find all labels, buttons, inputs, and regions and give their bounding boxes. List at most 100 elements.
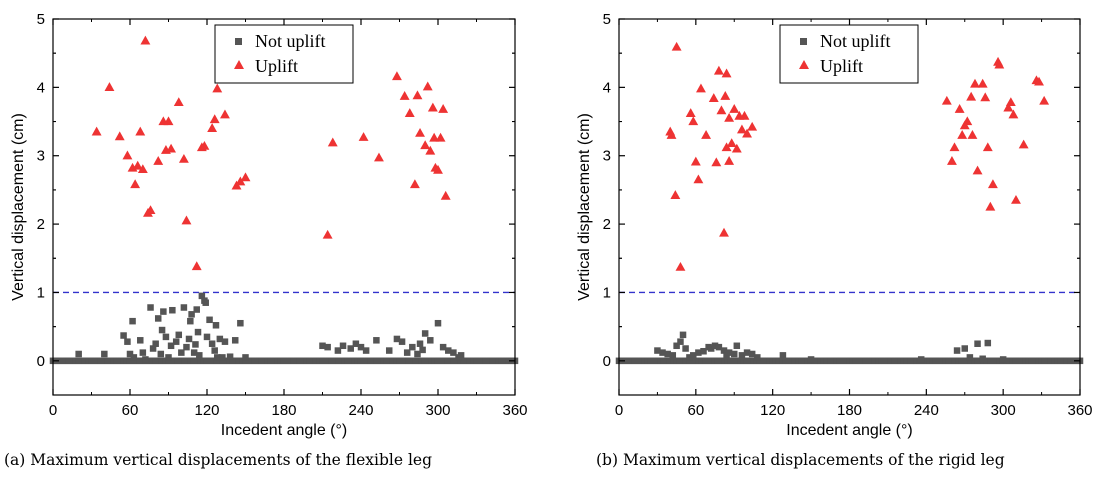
not-uplift-point [445, 347, 452, 354]
not-uplift-point [403, 349, 411, 356]
uplift-point [235, 176, 246, 186]
not-uplift-point [457, 352, 465, 359]
not-uplift-point [147, 304, 154, 311]
uplift-point [708, 93, 719, 102]
not-uplift-point [427, 337, 434, 344]
not-uplift-point [715, 343, 723, 351]
not-uplift-point [961, 345, 968, 352]
uplift-point [1034, 76, 1044, 86]
y-axis-label: Vertical displacement (cm) [10, 113, 27, 301]
not-uplift-point [188, 311, 195, 318]
legend-label-uplift: Uplift [820, 56, 863, 76]
uplift-point [666, 130, 677, 139]
uplift-point [181, 215, 192, 225]
uplift-point [409, 179, 420, 189]
not-uplift-point [779, 352, 787, 359]
not-uplift-point [373, 337, 380, 344]
x-tick-label: 240 [348, 402, 373, 419]
y-tick-label: 4 [37, 79, 45, 96]
not-uplift-point [231, 337, 239, 344]
uplift-point [701, 130, 712, 139]
x-tick-label: 180 [271, 402, 296, 419]
not-uplift-point [385, 347, 393, 354]
not-uplift-point [414, 350, 421, 358]
uplift-point [675, 261, 686, 271]
uplift-point [415, 127, 425, 137]
x-tick-label: 0 [615, 402, 623, 419]
uplift-point [145, 205, 156, 215]
not-uplift-point [682, 345, 689, 352]
uplift-point [977, 78, 988, 88]
not-uplift-point [180, 304, 188, 311]
uplift-point [720, 91, 731, 100]
uplift-point [322, 229, 333, 239]
y-tick-label: 4 [603, 79, 611, 96]
uplift-point [404, 108, 415, 117]
not-uplift-point [139, 349, 147, 356]
not-uplift-point [917, 356, 925, 363]
x-axis-label: Incedent angle (°) [786, 422, 912, 439]
legend-square-icon [800, 38, 807, 45]
y-tick-label: 1 [603, 284, 611, 301]
uplift-point [199, 140, 210, 150]
uplift-point [1018, 139, 1029, 149]
not-uplift-point [974, 340, 981, 347]
not-uplift-point [664, 350, 671, 358]
uplift-point [957, 130, 968, 139]
not-uplift-point [208, 340, 216, 347]
not-uplift-point [178, 349, 185, 356]
uplift-point [391, 71, 402, 81]
uplift-point [972, 165, 983, 175]
x-tick-label: 300 [425, 402, 450, 419]
legend-label-uplift: Uplift [255, 56, 298, 76]
x-tick-label: 300 [991, 402, 1016, 419]
not-uplift-point [137, 337, 144, 344]
y-tick-label: 0 [603, 353, 611, 370]
not-uplift-point [206, 316, 213, 324]
not-uplift-point [190, 349, 198, 356]
uplift-point [966, 91, 977, 101]
uplift-point [122, 150, 133, 160]
uplift-point [207, 123, 218, 133]
not-uplift-point [214, 354, 221, 361]
uplift-point [427, 102, 438, 112]
legend: Not uplift Uplift [214, 24, 354, 84]
uplift-point [690, 156, 701, 166]
not-uplift-point [677, 338, 684, 345]
not-uplift-point [158, 326, 166, 334]
not-uplift-point [130, 354, 138, 361]
not-uplift-point [807, 356, 815, 363]
uplift-point [693, 174, 704, 184]
uplift-point [970, 78, 980, 88]
not-uplift-point [169, 306, 176, 314]
legend-label-not-uplift: Not uplift [255, 31, 326, 51]
legend-square-icon [235, 38, 242, 45]
not-uplift-point [357, 343, 365, 351]
not-uplift-point [187, 317, 194, 325]
uplift-point [220, 109, 230, 119]
uplift-point [104, 82, 115, 92]
not-uplift-point [711, 342, 719, 350]
uplift-point [209, 114, 220, 124]
uplift-point [130, 179, 141, 189]
not-uplift-point [120, 332, 127, 339]
uplift-point [713, 65, 724, 75]
not-uplift-point [142, 356, 149, 363]
x-tick-label: 120 [760, 402, 785, 419]
not-uplift-point [421, 330, 429, 337]
uplift-point [422, 81, 433, 91]
uplift-point [173, 97, 184, 107]
uplift-point [949, 142, 960, 152]
not-uplift-point [160, 308, 167, 315]
uplift-point [696, 83, 706, 93]
x-tick-label: 240 [914, 402, 939, 419]
not-uplift-point [979, 355, 986, 363]
y-tick-label: 0 [37, 353, 45, 370]
not-uplift-point [162, 333, 170, 341]
uplift-point [429, 132, 440, 142]
not-uplift-point [237, 319, 244, 327]
not-uplift-point [157, 350, 165, 358]
uplift-point [178, 153, 189, 163]
not-uplift-point [183, 343, 190, 351]
not-uplift-point [731, 350, 738, 358]
